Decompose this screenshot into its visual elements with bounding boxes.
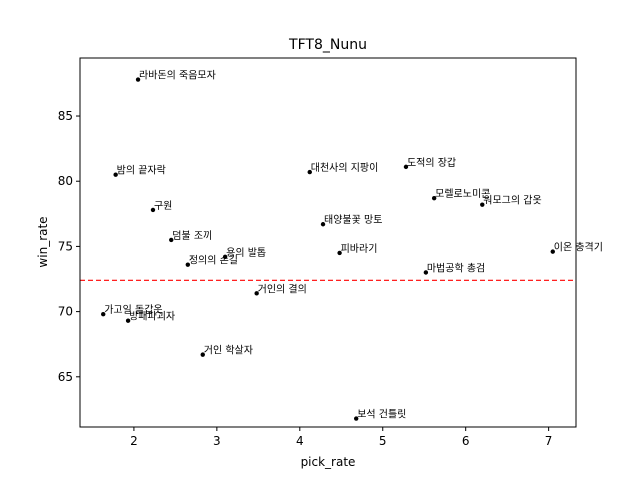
chart-title: TFT8_Nunu [288, 37, 367, 53]
data-point [135, 77, 141, 82]
y-tick-label: 65 [58, 370, 73, 384]
point-label: 이온 충격기 [554, 241, 603, 254]
plot-frame [79, 57, 577, 428]
data-point [403, 164, 409, 170]
data-point [200, 352, 205, 357]
data-point [480, 202, 485, 207]
point-label: 대천사의 지팡이 [311, 162, 379, 174]
point-label: 모렐로노미콘 [435, 187, 490, 200]
point-label: 가고일 돌갑옷 [104, 304, 162, 316]
point-label: 방패파괴자 [129, 311, 175, 323]
data-point [101, 312, 106, 317]
data-point [320, 222, 326, 227]
data-point [222, 254, 228, 260]
point-label: 도적의 장갑 [407, 157, 456, 169]
data-point [423, 270, 429, 275]
y-axis-ticks: 65 70 75 80 85 [58, 109, 80, 384]
data-point [150, 207, 156, 213]
point-label: 보석 건틀릿 [357, 409, 406, 421]
data-point [307, 169, 312, 175]
data-points-layer [101, 77, 555, 421]
data-point [254, 291, 259, 296]
data-point [169, 237, 174, 243]
y-tick-label: 70 [58, 305, 73, 319]
data-point [185, 262, 191, 267]
point-label: 덤불 조끼 [172, 230, 212, 242]
y-axis-label: win_rate [36, 216, 50, 267]
x-tick-label: 6 [462, 434, 470, 448]
x-axis-label: pick_rate [301, 455, 356, 469]
data-point [113, 172, 118, 177]
x-tick-label: 3 [213, 434, 221, 448]
point-label: 라바돈의 죽음모자 [139, 70, 216, 82]
point-label: 거인의 결의 [258, 283, 307, 295]
x-tick-label: 2 [130, 434, 138, 448]
data-point [125, 318, 131, 323]
x-tick-label: 4 [296, 434, 304, 448]
point-label: 피바라기 [341, 243, 378, 255]
point-label: 구원 [154, 200, 172, 212]
data-point [431, 195, 437, 201]
data-point [354, 416, 359, 421]
point-label: 용의 발톱 [226, 247, 266, 259]
data-point [337, 250, 342, 256]
point-label: 거인 학살자 [204, 345, 253, 357]
x-tick-label: 7 [545, 434, 553, 448]
point-label: 마법공학 총검 [427, 262, 485, 274]
point-label: 워모그의 갑옷 [483, 194, 541, 207]
y-tick-label: 85 [58, 109, 73, 123]
point-label: 밤의 끝자락 [117, 165, 166, 177]
point-label: 태양불꽃 망토 [324, 214, 382, 226]
data-point [550, 249, 555, 254]
x-axis-ticks: 2 3 4 5 6 7 [130, 427, 552, 448]
y-tick-label: 75 [58, 239, 73, 253]
x-tick-label: 5 [379, 434, 387, 448]
point-label: 정의의 손길 [189, 254, 238, 267]
y-tick-label: 80 [58, 174, 73, 188]
